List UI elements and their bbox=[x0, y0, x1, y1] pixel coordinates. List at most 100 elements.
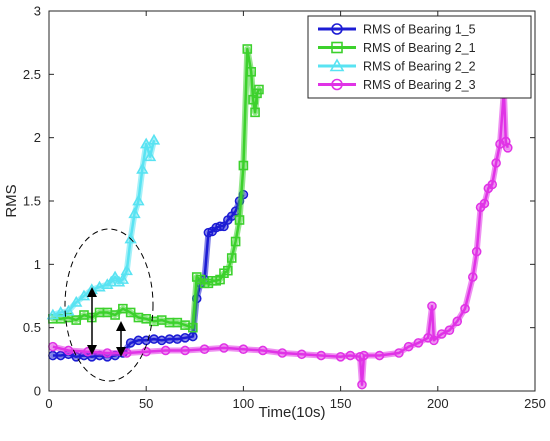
data-point bbox=[125, 307, 136, 318]
data-point bbox=[238, 160, 249, 171]
data-point bbox=[238, 344, 249, 355]
data-point bbox=[132, 194, 145, 206]
data-point bbox=[62, 304, 75, 316]
data-point bbox=[452, 316, 463, 327]
data-point bbox=[101, 278, 114, 290]
data-point bbox=[223, 265, 233, 276]
data-point bbox=[112, 275, 126, 287]
x-tick-label: 50 bbox=[139, 396, 153, 411]
data-point bbox=[250, 107, 260, 118]
data-point bbox=[242, 44, 253, 54]
data-point bbox=[234, 215, 245, 225]
data-point bbox=[54, 306, 67, 317]
annotation-dashed-ellipse bbox=[64, 228, 154, 382]
data-point bbox=[141, 346, 151, 357]
data-point bbox=[335, 351, 346, 362]
data-point bbox=[479, 198, 490, 209]
data-point bbox=[394, 348, 404, 358]
data-point bbox=[188, 322, 198, 333]
data-point bbox=[467, 272, 478, 282]
annotation-arrowhead-up-right bbox=[116, 321, 126, 331]
data-point bbox=[108, 270, 122, 282]
data-point bbox=[460, 303, 470, 314]
annotation-group bbox=[64, 228, 154, 382]
data-point bbox=[495, 139, 505, 149]
data-point bbox=[77, 289, 91, 301]
data-point bbox=[258, 345, 268, 356]
series-3 bbox=[46, 133, 161, 320]
y-tick-label: 3 bbox=[34, 4, 41, 19]
data-point bbox=[147, 133, 161, 145]
legend-label: RMS of Bearing 1_5 bbox=[363, 23, 476, 37]
data-point bbox=[105, 275, 118, 287]
data-point bbox=[246, 67, 256, 77]
series-layer bbox=[46, 44, 513, 390]
y-tick-label: 2.5 bbox=[23, 67, 41, 82]
data-point bbox=[296, 349, 307, 360]
data-point bbox=[316, 350, 326, 361]
data-point bbox=[403, 341, 414, 352]
data-point bbox=[110, 310, 120, 320]
x-tick-label: 250 bbox=[524, 396, 546, 411]
legend: RMS of Bearing 1_5 RMS of Bearing 2_1 RMS … bbox=[307, 15, 532, 99]
series-4 bbox=[48, 86, 513, 390]
data-point bbox=[501, 136, 511, 147]
data-point bbox=[357, 379, 367, 390]
data-point bbox=[180, 345, 190, 356]
data-point bbox=[230, 236, 241, 247]
data-point bbox=[160, 345, 171, 356]
data-point bbox=[423, 332, 433, 343]
data-point bbox=[199, 344, 210, 355]
data-point bbox=[427, 301, 437, 311]
data-point bbox=[46, 308, 60, 320]
data-point bbox=[128, 207, 141, 219]
x-tick-label: 100 bbox=[233, 396, 255, 411]
legend-item: RMS of Bearing 1_5 bbox=[318, 23, 476, 37]
data-point bbox=[226, 253, 237, 263]
data-point bbox=[487, 179, 498, 190]
x-tick-label: 150 bbox=[330, 396, 352, 411]
series-line bbox=[52, 47, 261, 329]
legend-item: RMS of Bearing 2_1 bbox=[318, 41, 476, 55]
y-axis-label: RMS bbox=[3, 184, 20, 217]
data-point bbox=[359, 350, 369, 361]
annotation-arrowhead-up-left bbox=[87, 287, 97, 297]
data-point bbox=[188, 331, 198, 342]
legend-label: RMS of Bearing 2_1 bbox=[363, 41, 476, 55]
data-point bbox=[116, 273, 130, 284]
y-tick-label: 1 bbox=[34, 257, 41, 272]
data-point bbox=[502, 143, 513, 153]
x-axis: 0 50 100 150 200 250 bbox=[45, 11, 546, 411]
data-point bbox=[254, 84, 264, 95]
legend-label: RMS of Bearing 2_2 bbox=[363, 60, 476, 74]
legend-marker bbox=[331, 23, 343, 35]
data-point bbox=[70, 295, 83, 307]
data-point bbox=[143, 150, 157, 162]
data-point bbox=[444, 325, 455, 336]
x-tick-label: 200 bbox=[427, 396, 449, 411]
data-point bbox=[491, 158, 501, 168]
data-point bbox=[413, 338, 424, 348]
data-point bbox=[436, 329, 447, 339]
data-point bbox=[374, 350, 385, 361]
legend-label: RMS of Bearing 2_3 bbox=[363, 78, 476, 92]
annotation-arrowhead-down-right bbox=[116, 347, 126, 357]
series-2 bbox=[48, 44, 264, 333]
y-tick-label: 2 bbox=[34, 130, 41, 145]
data-point bbox=[120, 264, 133, 276]
legend-marker bbox=[329, 58, 345, 72]
data-point bbox=[63, 345, 74, 356]
annotation-arrowhead-down-left bbox=[87, 345, 97, 355]
data-point bbox=[136, 162, 149, 174]
data-point bbox=[102, 348, 113, 358]
data-point bbox=[215, 221, 225, 232]
x-tick-label: 0 bbox=[45, 396, 52, 411]
data-point bbox=[277, 348, 288, 358]
legend-item: RMS of Bearing 2_2 bbox=[318, 58, 476, 74]
y-tick-label: 0.5 bbox=[23, 320, 41, 335]
data-point bbox=[93, 280, 106, 292]
data-point bbox=[71, 315, 82, 325]
y-axis: 0 0.5 1 1.5 2 2.5 3 bbox=[23, 4, 535, 399]
y-tick-label: 1.5 bbox=[23, 194, 41, 209]
